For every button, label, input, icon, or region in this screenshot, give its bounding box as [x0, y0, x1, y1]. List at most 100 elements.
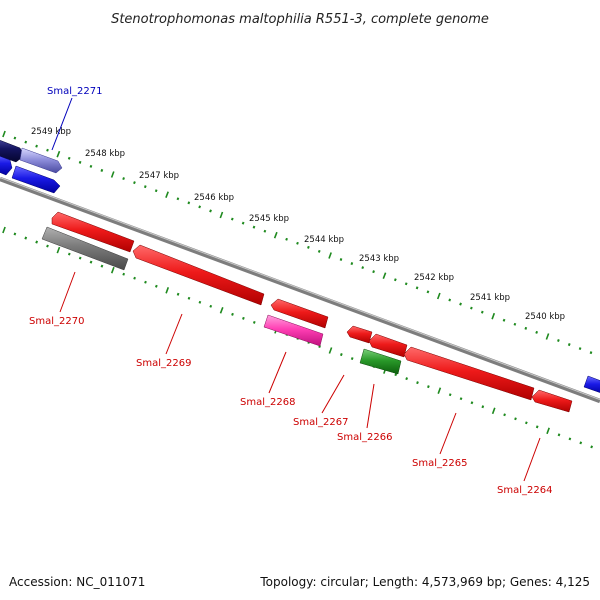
inner-tick-track: [2, 226, 594, 449]
minor-tick-dot: [579, 441, 583, 445]
map-title: Stenotrophomonas maltophilia R551-3, com…: [111, 12, 489, 27]
tick-label: 2542 kbp: [414, 273, 454, 283]
minor-tick-dot: [535, 425, 539, 429]
minor-tick-dot: [154, 189, 158, 193]
minor-tick-dot: [252, 225, 256, 229]
accession-text: Accession: NC_011071: [9, 575, 145, 589]
minor-tick-dot: [100, 168, 104, 172]
minor-tick-dot: [589, 351, 593, 355]
minor-tick-dot: [459, 302, 462, 306]
minor-tick-dot: [122, 272, 126, 276]
gene-arrow-smal-2264[interactable]: [531, 389, 573, 413]
gene-arrow-smal-2268[interactable]: [270, 298, 329, 329]
minor-tick-dot: [241, 221, 245, 225]
major-tick-mark: [328, 347, 333, 354]
forward-strand-features: [0, 140, 600, 394]
minor-tick-dot: [89, 260, 93, 264]
major-tick-mark: [110, 266, 115, 274]
tick-label: 2544 kbp: [304, 235, 344, 245]
minor-tick-dot: [230, 217, 234, 221]
tick-label: 2548 kbp: [85, 149, 125, 159]
gene-arrow-smal-2265[interactable]: [403, 346, 535, 401]
major-tick-mark: [219, 211, 224, 219]
major-tick-mark: [2, 226, 6, 234]
minor-tick-dot: [470, 401, 474, 405]
minor-tick-dot: [100, 264, 104, 268]
gene-arrow-smal-2267[interactable]: [346, 325, 373, 344]
minor-tick-dot: [350, 262, 354, 266]
gene-arrow-blue[interactable]: [11, 165, 61, 194]
gene-label[interactable]: Smal_2269: [136, 358, 191, 369]
minor-tick-dot: [578, 347, 582, 351]
gene-arrow-smal-2270[interactable]: [51, 211, 135, 253]
minor-tick-dot: [535, 330, 539, 334]
gene-arrow-smal-2271[interactable]: [19, 147, 63, 174]
gene-arrow-smal-2269[interactable]: [132, 244, 265, 306]
minor-tick-dot: [339, 353, 343, 357]
minor-tick-dot: [176, 292, 180, 296]
reverse-strand-features: [41, 211, 573, 413]
tick-label: 2549 kbp: [31, 127, 71, 137]
gene-label[interactable]: Smal_2266: [337, 432, 392, 443]
minor-tick-dot: [144, 280, 147, 284]
major-tick-mark: [437, 387, 442, 394]
gene-arrow-pink[interactable]: [263, 314, 324, 347]
minor-tick-dot: [557, 433, 561, 437]
gene-arrow-gray[interactable]: [41, 226, 129, 271]
minor-tick-dot: [405, 377, 409, 381]
tick-label: 2543 kbp: [359, 254, 399, 264]
gene-label[interactable]: Smal_2264: [497, 485, 552, 496]
minor-tick-dot: [24, 236, 28, 240]
tick-labels: 2549 kbp 2548 kbp 2547 kbp 2546 kbp 2545…: [31, 127, 565, 322]
minor-tick-dot: [394, 373, 398, 377]
gene-label[interactable]: Smal_2271: [47, 86, 102, 97]
minor-tick-dot: [557, 339, 560, 342]
tick-label: 2546 kbp: [194, 193, 234, 203]
minor-tick-dot: [187, 296, 191, 300]
minor-tick-dot: [78, 256, 82, 260]
minor-tick-dot: [209, 209, 212, 213]
gene-labels: Smal_2271 Smal_2270 Smal_2269 Smal_2268 …: [29, 86, 552, 496]
minor-tick-dot: [317, 249, 321, 253]
tick-label: 2545 kbp: [249, 214, 289, 224]
gene-arrow-green[interactable]: [359, 348, 402, 375]
minor-tick-dot: [242, 316, 245, 320]
minor-tick-dot: [13, 136, 17, 140]
minor-tick-dot: [361, 266, 365, 270]
minor-tick-dot: [481, 405, 485, 409]
minor-tick-dot: [568, 437, 572, 441]
minor-tick-dot: [339, 258, 343, 261]
minor-tick-dot: [154, 284, 158, 288]
minor-tick-dot: [296, 241, 299, 245]
minor-tick-dot: [89, 164, 93, 168]
gene-label[interactable]: Smal_2270: [29, 316, 84, 327]
minor-tick-dot: [67, 252, 71, 256]
gene-arrow-blue[interactable]: [583, 375, 600, 394]
minor-tick-dot: [448, 393, 452, 397]
tick-label: 2540 kbp: [525, 312, 565, 322]
gene-arrow-smal-2266[interactable]: [368, 333, 408, 358]
major-tick-mark: [219, 307, 224, 314]
major-tick-mark: [56, 150, 61, 158]
outer-tick-track: [2, 130, 593, 355]
minor-tick-dot: [567, 343, 571, 347]
minor-tick-dot: [524, 421, 528, 425]
label-leader-lines: [51, 97, 541, 482]
gene-arrow-blue[interactable]: [0, 154, 13, 176]
minor-tick-dot: [513, 322, 517, 326]
gene-label[interactable]: Smal_2265: [412, 458, 467, 469]
minor-tick-dot: [78, 160, 82, 164]
minor-tick-dot: [427, 385, 430, 389]
gene-label[interactable]: Smal_2267: [293, 417, 348, 428]
minor-tick-dot: [415, 286, 419, 290]
minor-tick-dot: [590, 445, 594, 449]
minor-tick-dot: [231, 312, 234, 316]
major-tick-mark: [165, 287, 170, 294]
gene-label[interactable]: Smal_2268: [240, 397, 295, 408]
major-tick-mark: [382, 272, 387, 279]
major-tick-mark: [546, 427, 550, 435]
minor-tick-dot: [524, 326, 528, 330]
major-tick-mark: [491, 407, 496, 415]
minor-tick-dot: [252, 320, 256, 324]
